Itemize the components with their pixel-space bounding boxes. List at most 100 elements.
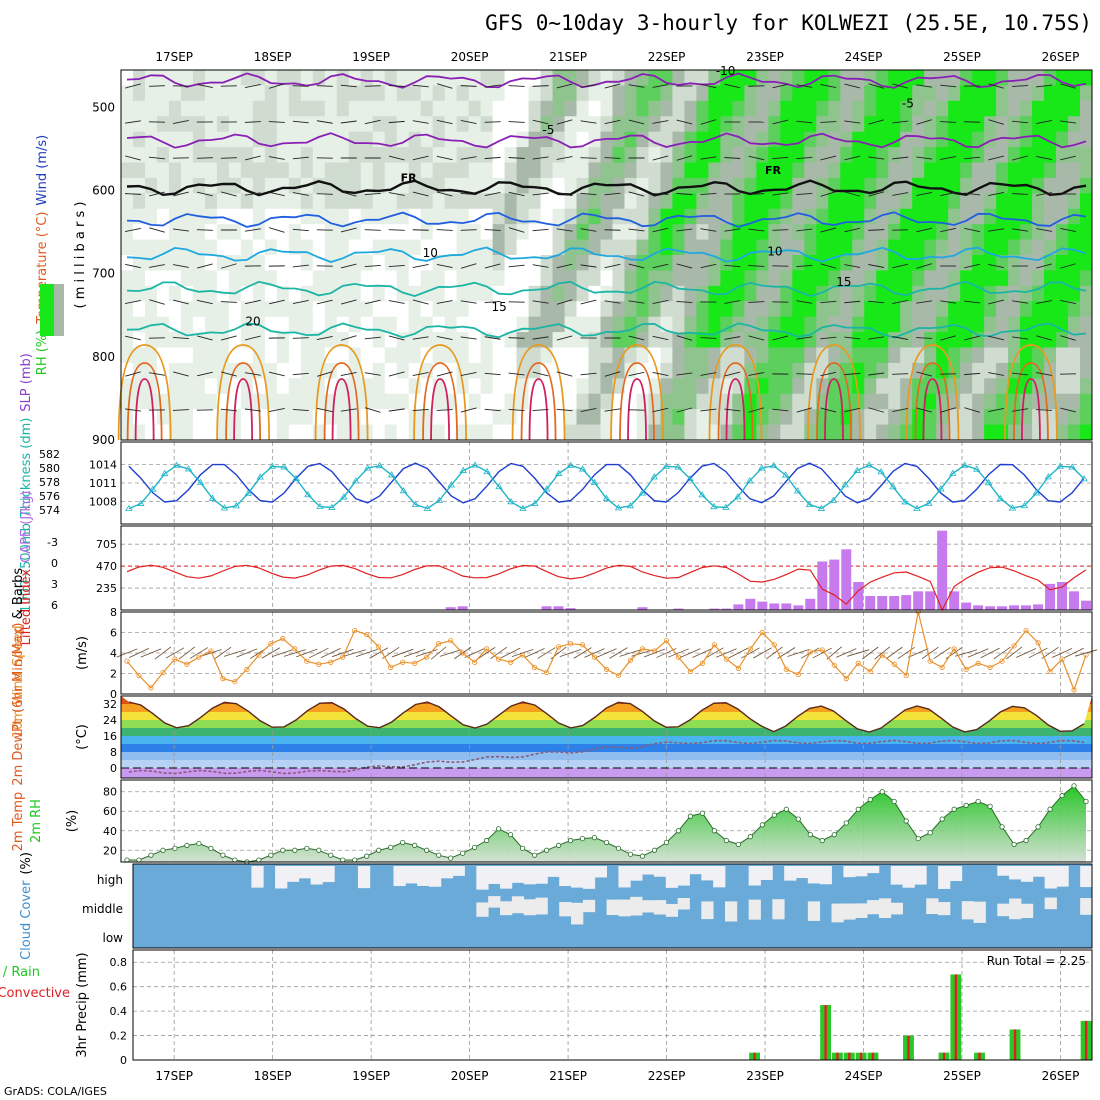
rh-tick: 20 (103, 844, 117, 857)
rh-cell (384, 116, 398, 133)
rh-cell (948, 208, 961, 225)
rh-cell (576, 131, 590, 148)
rh-cell (672, 162, 685, 179)
rh-cell (204, 393, 218, 410)
rh-cell (420, 85, 434, 102)
rh-cell (828, 270, 841, 287)
rh-cell (192, 409, 206, 426)
wind-barb (820, 263, 837, 269)
wind-barb (125, 335, 141, 341)
wind-barb (820, 371, 837, 377)
rh-cell (552, 116, 566, 133)
rh-cell (996, 332, 1009, 348)
rh-cell (720, 347, 733, 364)
rh-cell (636, 162, 649, 179)
rh-cell (504, 162, 518, 179)
rh-cell (156, 193, 170, 210)
rh-cell (816, 100, 829, 117)
rh-cell (792, 177, 805, 194)
rh-cell (864, 85, 877, 102)
rh-cell (720, 332, 733, 348)
rh-cell (804, 239, 817, 256)
rh-cell (828, 347, 841, 364)
rh-cell (540, 100, 554, 117)
rh-cell (144, 239, 158, 256)
wind-barb (652, 371, 669, 377)
cloud-gap-high (488, 866, 501, 884)
cloud-level-label: low (103, 931, 124, 945)
rh-cell (744, 301, 757, 318)
rh-cell (432, 208, 446, 225)
wind-barb (604, 83, 621, 89)
rh-cell (576, 100, 590, 117)
wind-barb (700, 193, 717, 195)
rh-cell (636, 131, 649, 148)
cloud-gap-middle (653, 900, 667, 915)
wind-barb (844, 120, 861, 124)
cape-bar (925, 591, 936, 610)
wind-barb (125, 83, 141, 89)
wind-barb (921, 646, 939, 660)
rh-cell (396, 424, 410, 441)
wind-barb (320, 647, 341, 659)
rh-cell (720, 147, 733, 163)
wind-barb (988, 372, 1005, 376)
rh-cell (432, 162, 446, 179)
wind-barb (772, 192, 789, 196)
rh-cell (528, 147, 542, 163)
rh-cell (1080, 316, 1093, 333)
rh-cell (660, 193, 673, 210)
thickness-marker (495, 482, 503, 490)
rh-cell (1056, 393, 1069, 410)
rh-cell (144, 301, 158, 318)
rh-cell (468, 347, 482, 364)
rh-cell (600, 100, 613, 117)
rh-cell (972, 116, 985, 133)
wind-frame (120, 611, 1093, 695)
date-label-bottom: 20SEP (451, 1069, 489, 1083)
rh-cell (564, 409, 578, 426)
rh-cell (252, 332, 266, 348)
rh-cell (228, 378, 242, 395)
rh-cell (888, 393, 901, 410)
rh-cell (960, 224, 973, 241)
rh-cell (408, 285, 422, 302)
rh-cell (732, 393, 745, 410)
rh-cell (324, 70, 338, 86)
rh-cell (121, 193, 134, 210)
wind-barb (844, 372, 861, 376)
wind-barb (988, 407, 1005, 413)
rh-point (591, 834, 598, 841)
wind-barb (292, 228, 309, 232)
rh-cell (348, 255, 362, 271)
rh-cell (888, 332, 901, 348)
contour-label: 15 (492, 300, 507, 314)
wind-barb (364, 372, 381, 376)
wind-barb (220, 157, 237, 159)
rh-cell (1080, 409, 1093, 426)
rh-cell (540, 208, 554, 225)
rh-cell (696, 424, 709, 441)
slp-ylabel-part: Thickness (dm) (19, 418, 34, 518)
rh-cell (180, 162, 194, 179)
date-label-bottom: 26SEP (1042, 1069, 1080, 1083)
rh-cell (648, 208, 661, 225)
rh-cell (192, 239, 206, 256)
rh-cell (840, 270, 853, 287)
rh-cell (192, 362, 206, 379)
temperature-line (128, 701, 1085, 733)
rh-cell (924, 147, 937, 163)
rh-cell (384, 332, 398, 348)
rh-cell (852, 316, 865, 333)
rh-cell (156, 409, 170, 426)
rh-cell (372, 393, 386, 410)
rh-cell (492, 224, 506, 241)
wind-barb (988, 299, 1004, 305)
rh-cell (516, 147, 530, 163)
rh-cell (156, 162, 170, 179)
rh-cell (204, 409, 218, 426)
rh-cell (1056, 255, 1069, 271)
rh-cell (1020, 70, 1033, 86)
rh-cell (228, 301, 242, 318)
rh-cell (1056, 131, 1069, 148)
